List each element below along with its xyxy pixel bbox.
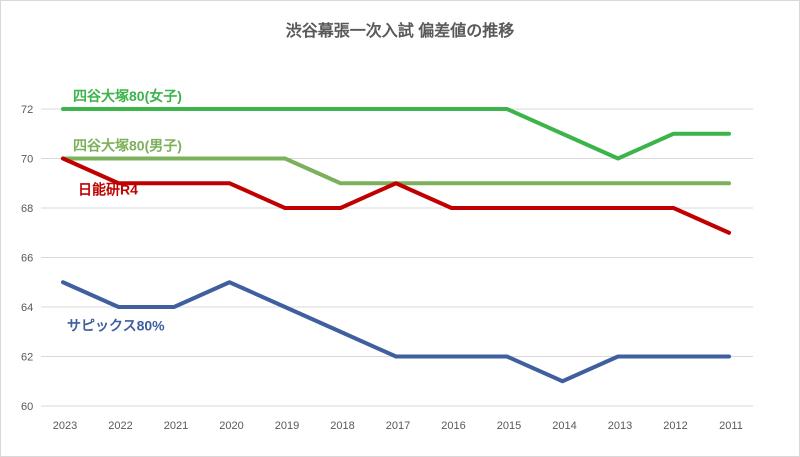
y-tick-label: 70: [21, 154, 33, 166]
y-tick-label: 60: [21, 401, 33, 413]
x-tick-label: 2020: [219, 420, 243, 432]
series-line-yotsuya-boys: [61, 156, 731, 186]
gridlines: [41, 108, 753, 407]
x-tick-label: 2023: [53, 420, 77, 432]
series-lines: [61, 107, 731, 384]
x-tick-label: 2014: [552, 420, 576, 432]
y-tick-label: 68: [21, 203, 33, 215]
x-tick-label: 2011: [719, 420, 743, 432]
x-tick-label: 2013: [608, 420, 632, 432]
x-tick-label: 2015: [497, 420, 521, 432]
x-axis-ticks: 2023 2022 2021 2020 2019 2018 2017 2016 2015 2014…: [53, 420, 743, 432]
series-line-sapix: [61, 280, 731, 384]
x-tick-label: 2019: [275, 420, 299, 432]
x-tick-label: 2018: [330, 420, 354, 432]
y-tick-label: 64: [21, 302, 33, 314]
series-label-yotsuya-boys: 四谷大塚80(男子): [73, 138, 182, 154]
x-tick-label: 2016: [441, 420, 465, 432]
x-tick-label: 2012: [663, 420, 687, 432]
series-line-yotsuya-girls: [61, 107, 731, 161]
series-line-nichinoken: [61, 156, 731, 235]
series-label-nichinoken: 日能研R4: [78, 182, 138, 198]
y-tick-label: 62: [21, 352, 33, 364]
y-tick-label: 66: [21, 253, 33, 265]
series-label-yotsuya-girls: 四谷大塚80(女子): [73, 88, 182, 104]
y-axis-ticks: 60 62 64 66 68 70 72: [21, 104, 33, 413]
chart-title: 渋谷幕張一次入試 偏差値の推移: [286, 21, 514, 40]
x-tick-label: 2022: [108, 420, 132, 432]
x-tick-label: 2017: [386, 420, 410, 432]
series-labels: 四谷大塚80(女子) 四谷大塚80(男子) 日能研R4 サピックス80%: [67, 88, 182, 333]
series-label-sapix: サピックス80%: [67, 317, 165, 333]
x-tick-label: 2021: [164, 420, 188, 432]
y-tick-label: 72: [21, 104, 33, 116]
